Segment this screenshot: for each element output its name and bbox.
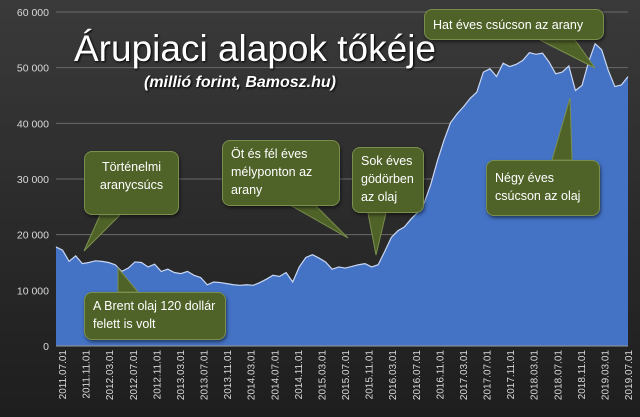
- x-tick-label: 2012.03.01: [105, 350, 116, 400]
- annotation-oil-high: Négy éves csúcson az olaj: [486, 160, 600, 216]
- y-tick-label: 30 000: [17, 174, 49, 186]
- y-tick-label: 10 000: [17, 285, 49, 297]
- x-tick-label: 2013.07.01: [200, 350, 211, 400]
- chart-subtitle: (millió forint, Bamosz.hu): [144, 74, 336, 91]
- x-tick-label: 2016.07.01: [412, 350, 423, 400]
- y-tick-label: 20 000: [17, 230, 49, 242]
- annotation-gold-peak: Történelmi aranycsúcs: [84, 151, 179, 215]
- x-tick-label: 2012.07.01: [129, 350, 140, 400]
- x-tick-label: 2012.11.01: [152, 350, 163, 400]
- x-tick-label: 2015.03.01: [317, 350, 328, 400]
- x-tick-label: 2013.11.01: [223, 350, 234, 400]
- annotation-brent: A Brent olaj 120 dollár felett is volt: [84, 292, 226, 340]
- x-tick-label: 2011.07.01: [58, 350, 69, 400]
- x-tick-label: 2014.07.01: [270, 350, 281, 400]
- x-tick-label: 2011.11.01: [82, 350, 93, 399]
- x-tick-label: 2018.11.01: [577, 350, 588, 400]
- x-tick-label: 2015.07.01: [341, 350, 352, 400]
- x-tick-label: 2014.11.01: [294, 350, 305, 400]
- x-tick-label: 2019.07.01: [624, 350, 635, 400]
- x-tick-label: 2018.07.01: [553, 350, 564, 400]
- annotation-gold-low: Öt és fél éves mélyponton az arany: [222, 140, 340, 206]
- x-tick-label: 2016.03.01: [388, 350, 399, 400]
- area-series: [56, 43, 628, 346]
- x-tick-label: 2014.03.01: [247, 350, 258, 400]
- x-tick-label: 2016.11.01: [435, 350, 446, 400]
- y-tick-label: 60 000: [17, 7, 49, 19]
- x-tick-label: 2015.11.01: [365, 350, 376, 400]
- x-tick-label: 2017.07.01: [483, 350, 494, 400]
- x-tick-label: 2018.03.01: [530, 350, 541, 400]
- y-tick-label: 40 000: [17, 118, 49, 130]
- chart-title: Árupiaci alapok tőkéje: [74, 28, 436, 69]
- annotation-gold-high: Hat éves csúcson az arany: [424, 9, 604, 40]
- annotation-oil-pit: Sok éves gödörben az olaj: [352, 147, 424, 213]
- series-line: [55, 42, 629, 286]
- x-tick-label: 2017.11.01: [506, 350, 517, 400]
- x-tick-label: 2019.03.01: [600, 350, 611, 400]
- y-tick-label: 0: [43, 341, 49, 353]
- y-tick-label: 50 000: [17, 63, 49, 75]
- x-tick-label: 2013.03.01: [176, 350, 187, 400]
- x-tick-label: 2017.03.01: [459, 350, 470, 400]
